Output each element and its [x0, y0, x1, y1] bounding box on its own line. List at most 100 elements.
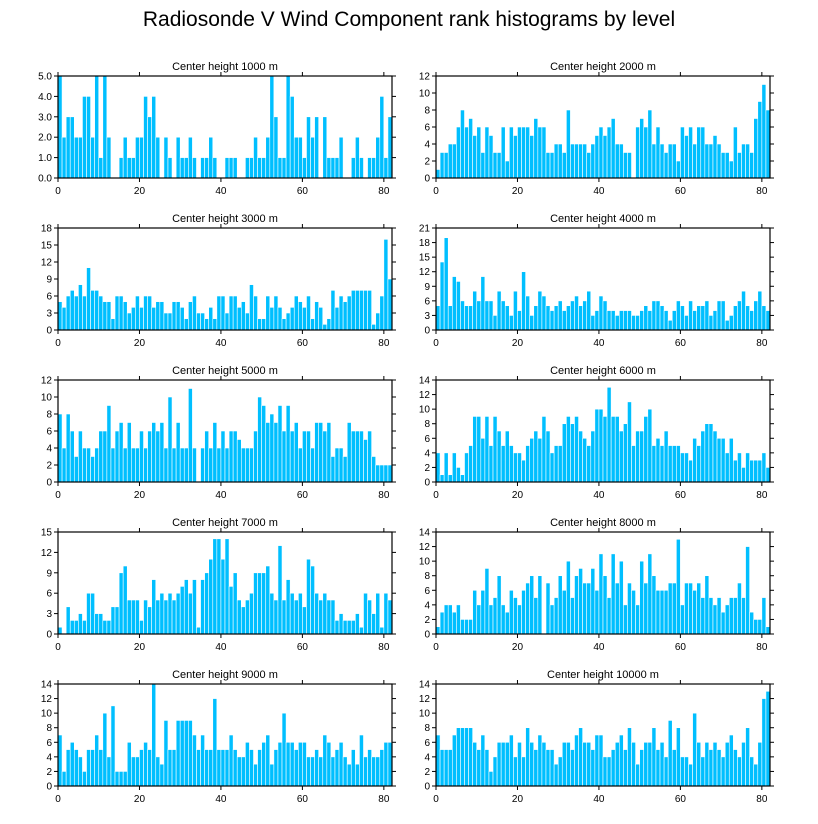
histogram-bar: [163, 136, 169, 179]
histogram-bar: [334, 447, 340, 483]
x-tick-label: 60: [675, 642, 687, 653]
histogram-bar: [761, 597, 767, 635]
histogram-bar: [680, 126, 685, 179]
histogram-bar: [265, 565, 271, 635]
histogram-bar: [90, 749, 95, 787]
x-tick-label: 40: [215, 490, 227, 501]
histogram-bar: [131, 756, 136, 787]
histogram-bar: [728, 315, 734, 331]
histogram-bar: [114, 771, 120, 787]
histogram-bar: [143, 96, 148, 179]
histogram-bar: [627, 152, 632, 179]
panel-title: Center height 5000 m: [172, 365, 278, 377]
histogram-bar: [533, 749, 539, 787]
histogram-bar: [586, 741, 592, 787]
histogram-bar: [126, 422, 132, 483]
histogram-bar: [586, 445, 592, 483]
histogram-bar: [488, 300, 494, 331]
histogram-bar: [118, 157, 124, 179]
histogram-bar: [375, 312, 381, 331]
histogram-bar: [590, 568, 596, 635]
histogram-bar: [696, 582, 702, 635]
histogram-bar: [460, 109, 465, 179]
histogram-bar: [57, 75, 63, 179]
histogram-bar: [472, 589, 478, 635]
x-tick-label: 40: [593, 490, 605, 501]
y-tick-label: 18: [419, 238, 431, 249]
histogram-bar: [684, 582, 689, 635]
histogram-panel: Center height 7000 m 0 3 6 9 12 15 0 20 40 60 80: [41, 517, 396, 653]
x-tick-label: 0: [433, 642, 439, 653]
histogram-bar: [728, 597, 734, 635]
histogram-bar: [500, 126, 506, 179]
histogram-bar: [338, 295, 344, 331]
histogram-bar: [513, 597, 518, 635]
histogram-bar: [387, 278, 393, 331]
histogram-bar: [167, 312, 173, 331]
histogram-bar: [720, 300, 726, 331]
histogram-bar: [618, 430, 624, 483]
histogram-bar: [667, 720, 673, 787]
histogram-bar: [143, 599, 148, 635]
histogram-bar: [236, 439, 242, 483]
x-tick-label: 20: [512, 186, 524, 197]
histogram-bar: [614, 582, 620, 635]
histogram-bar: [484, 749, 490, 787]
y-tick-label: 0: [424, 174, 430, 185]
histogram-bar: [590, 143, 596, 179]
histogram-bar: [131, 307, 136, 331]
histogram-bar: [86, 447, 91, 483]
histogram-bar: [549, 749, 555, 787]
histogram-bar: [273, 295, 279, 331]
x-tick-label: 20: [512, 794, 524, 805]
histogram-bar: [549, 452, 555, 483]
histogram-bar: [688, 126, 693, 179]
histogram-bar: [338, 613, 344, 635]
histogram-bar: [73, 456, 79, 483]
histogram-bar: [676, 160, 681, 179]
histogram-bar: [106, 620, 112, 635]
histogram-bar: [346, 763, 352, 787]
histogram-bar: [663, 430, 669, 483]
histogram-bar: [102, 712, 108, 787]
y-tick-label: 10: [419, 557, 431, 568]
histogram-bar: [574, 416, 579, 483]
histogram-bar: [61, 136, 67, 179]
y-tick-label: 15: [41, 241, 53, 252]
y-tick-label: 12: [41, 258, 53, 269]
histogram-bar: [651, 445, 657, 483]
histogram-bar: [749, 611, 755, 635]
y-tick-label: 6: [46, 427, 52, 438]
histogram-bar: [155, 599, 161, 635]
histogram-bar: [464, 305, 469, 331]
histogram-bar: [175, 301, 181, 331]
histogram-bar: [606, 756, 612, 787]
histogram-bar: [363, 592, 368, 635]
histogram-bar: [257, 749, 262, 787]
histogram-panel: Center height 6000 m 0 2 4 6 8 10 12 14 0 20 40 60 80: [419, 365, 774, 501]
histogram-bar: [110, 318, 116, 331]
histogram-bar: [435, 305, 441, 331]
histogram-bar: [208, 749, 214, 787]
histogram-bar: [480, 734, 486, 787]
y-tick-label: 4: [46, 444, 52, 455]
histogram-bar: [517, 452, 522, 483]
histogram-bar: [545, 749, 551, 787]
histogram-bar: [557, 445, 563, 483]
histogram-bar: [500, 604, 506, 635]
histogram-bar: [379, 749, 385, 787]
histogram-bar: [118, 422, 124, 483]
panel-title: Center height 7000 m: [172, 517, 278, 529]
histogram-bar: [631, 445, 636, 483]
histogram-bar: [667, 143, 673, 179]
histogram-bar: [598, 408, 604, 483]
histogram-bar: [216, 538, 222, 635]
histogram-bar: [488, 445, 494, 483]
histogram-bar: [363, 756, 368, 787]
y-tick-label: 6: [424, 123, 430, 134]
histogram-bar: [582, 582, 588, 635]
histogram-bar: [594, 589, 600, 635]
x-tick-label: 0: [433, 338, 439, 349]
y-tick-label: 6: [424, 434, 430, 445]
y-tick-label: 18: [41, 224, 53, 235]
